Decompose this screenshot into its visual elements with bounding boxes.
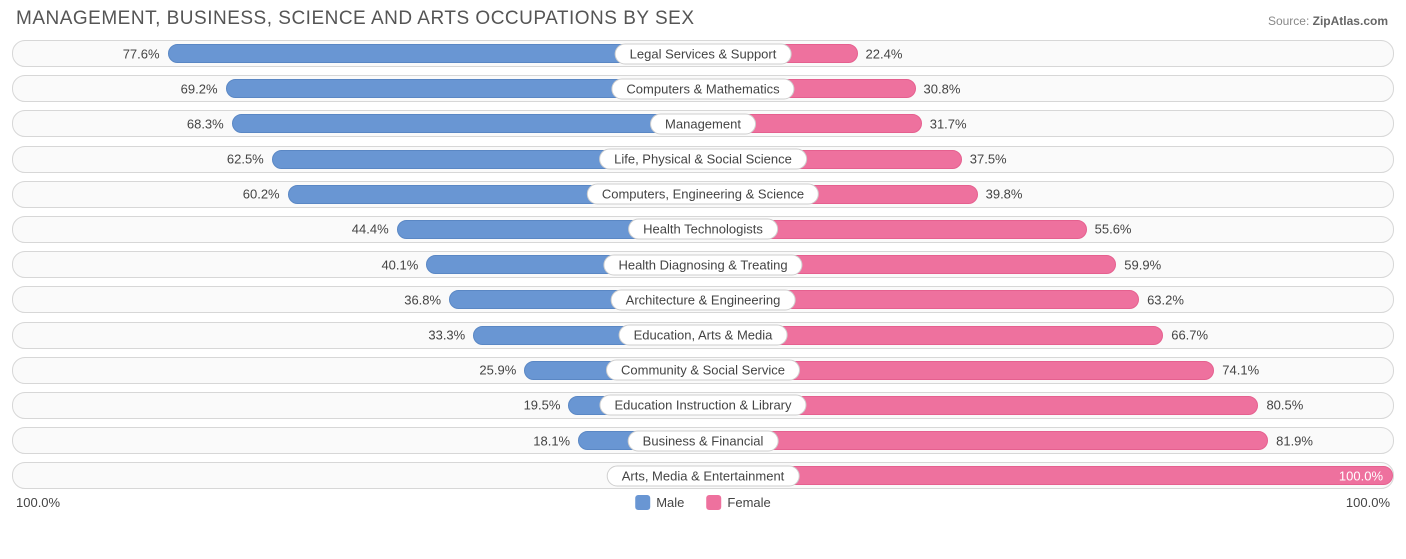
category-label: Management (650, 113, 756, 134)
male-half: 25.9% (13, 358, 703, 383)
category-label: Arts, Media & Entertainment (607, 465, 800, 486)
male-pct-label: 19.5% (524, 398, 561, 413)
female-half: 22.4% (703, 41, 1393, 66)
source-name: ZipAtlas.com (1313, 14, 1388, 28)
female-half: 59.9% (703, 252, 1393, 277)
legend: Male Female (635, 495, 771, 510)
category-label: Computers & Mathematics (611, 78, 794, 99)
chart-row: 62.5% 37.5% Life, Physical & Social Scienc… (12, 146, 1394, 173)
category-label: Business & Financial (628, 430, 779, 451)
female-pct-label: 37.5% (970, 152, 1007, 167)
male-pct-label: 69.2% (181, 81, 218, 96)
category-label: Computers, Engineering & Science (587, 184, 819, 205)
male-pct-label: 40.1% (381, 257, 418, 272)
male-half: 77.6% (13, 41, 703, 66)
male-half: 36.8% (13, 287, 703, 312)
female-pct-label: 55.6% (1095, 222, 1132, 237)
female-pct-label: 30.8% (924, 81, 961, 96)
chart-row: 60.2% 39.8% Computers, Engineering & Scien… (12, 181, 1394, 208)
category-label: Health Diagnosing & Treating (603, 254, 802, 275)
chart-row: 19.5% 80.5% Education Instruction & Librar… (12, 392, 1394, 419)
female-half: 55.6% (703, 217, 1393, 242)
chart-row: 69.2% 30.8% Computers & Mathematics (12, 75, 1394, 102)
female-half: 31.7% (703, 111, 1393, 136)
source-attribution: Source: ZipAtlas.com (1268, 14, 1388, 28)
male-pct-label: 60.2% (243, 187, 280, 202)
female-pct-label: 74.1% (1222, 363, 1259, 378)
male-half: 0.0% (13, 463, 703, 488)
female-pct-label: 39.8% (986, 187, 1023, 202)
chart-row: 40.1% 59.9% Health Diagnosing & Treating (12, 251, 1394, 278)
chart-row: 77.6% 22.4% Legal Services & Support (12, 40, 1394, 67)
chart-row: 0.0% 100.0% Arts, Media & Entertainment (12, 462, 1394, 489)
male-pct-label: 36.8% (404, 292, 441, 307)
category-label: Education Instruction & Library (599, 395, 806, 416)
female-half: 81.9% (703, 428, 1393, 453)
chart-row: 18.1% 81.9% Business & Financial (12, 427, 1394, 454)
female-pct-label: 59.9% (1124, 257, 1161, 272)
chart-row: 36.8% 63.2% Architecture & Engineering (12, 286, 1394, 313)
male-pct-label: 33.3% (428, 328, 465, 343)
category-label: Legal Services & Support (615, 43, 792, 64)
female-pct-label: 100.0% (1339, 468, 1383, 483)
chart-row: 33.3% 66.7% Education, Arts & Media (12, 322, 1394, 349)
male-half: 44.4% (13, 217, 703, 242)
chart-row: 68.3% 31.7% Management (12, 110, 1394, 137)
axis-left-tick: 100.0% (16, 495, 60, 510)
category-label: Health Technologists (628, 219, 778, 240)
female-pct-label: 80.5% (1266, 398, 1303, 413)
male-pct-label: 25.9% (479, 363, 516, 378)
legend-female: Female (706, 495, 770, 510)
category-label: Community & Social Service (606, 360, 800, 381)
female-half: 80.5% (703, 393, 1393, 418)
female-half: 63.2% (703, 287, 1393, 312)
male-pct-label: 62.5% (227, 152, 264, 167)
source-prefix: Source: (1268, 14, 1313, 28)
chart-row: 44.4% 55.6% Health Technologists (12, 216, 1394, 243)
male-pct-label: 68.3% (187, 116, 224, 131)
female-half: 100.0% (703, 463, 1393, 488)
male-pct-label: 44.4% (352, 222, 389, 237)
female-half: 30.8% (703, 76, 1393, 101)
male-pct-label: 18.1% (533, 433, 570, 448)
male-bar (232, 114, 703, 133)
category-label: Life, Physical & Social Science (599, 149, 807, 170)
female-pct-label: 81.9% (1276, 433, 1313, 448)
category-label: Architecture & Engineering (611, 289, 796, 310)
female-half: 66.7% (703, 323, 1393, 348)
legend-female-label: Female (727, 495, 770, 510)
female-pct-label: 31.7% (930, 116, 967, 131)
female-bar (703, 431, 1268, 450)
diverging-bar-chart: 77.6% 22.4% Legal Services & Support 69.2% 3… (12, 40, 1394, 489)
legend-male: Male (635, 495, 684, 510)
female-bar (703, 466, 1393, 485)
female-pct-label: 22.4% (866, 46, 903, 61)
category-label: Education, Arts & Media (619, 325, 788, 346)
male-half: 33.3% (13, 323, 703, 348)
female-half: 74.1% (703, 358, 1393, 383)
female-swatch (706, 495, 721, 510)
chart-title: MANAGEMENT, BUSINESS, SCIENCE AND ARTS O… (16, 8, 1394, 30)
male-half: 69.2% (13, 76, 703, 101)
male-swatch (635, 495, 650, 510)
legend-male-label: Male (656, 495, 684, 510)
female-pct-label: 63.2% (1147, 292, 1184, 307)
male-half: 40.1% (13, 252, 703, 277)
axis-row: 100.0% Male Female 100.0% (12, 495, 1394, 517)
male-half: 18.1% (13, 428, 703, 453)
axis-right-tick: 100.0% (1346, 495, 1390, 510)
male-half: 68.3% (13, 111, 703, 136)
chart-row: 25.9% 74.1% Community & Social Service (12, 357, 1394, 384)
female-pct-label: 66.7% (1171, 328, 1208, 343)
male-pct-label: 77.6% (123, 46, 160, 61)
